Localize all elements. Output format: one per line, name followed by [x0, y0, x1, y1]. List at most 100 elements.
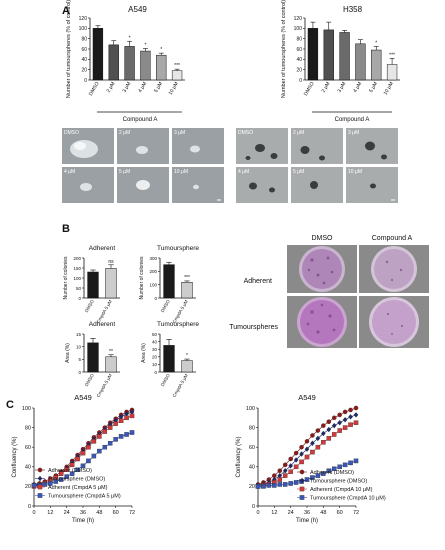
area-tumoursphere-ytick-label-5: 50: [152, 332, 158, 337]
confluency-left-series-2-point-8: [75, 456, 80, 462]
a549-bar-ytick-label-0: 0: [84, 78, 87, 84]
confluency-left-title: A549: [74, 393, 92, 402]
confluency-right-series-1: [255, 412, 359, 489]
confluency-right-legend-label-2: Adherent (CmpdA 10 μM): [310, 487, 373, 493]
confluency-left-series-3-point-17: [124, 432, 129, 437]
confluency-left-legend: Adherent (DMSO) Tumoursphere (DMSO) Adhere…: [35, 467, 121, 500]
h358-bar-bar-2: [339, 32, 350, 81]
confluency-left-ytick-label-5: 100: [22, 406, 31, 412]
area-tumoursphere-sig-1: *: [186, 353, 188, 359]
confluency-right-xtick-label-4: 48: [320, 510, 326, 516]
colonies-tumoursphere-sig-1: ***: [184, 275, 190, 281]
confluency-left-series-2-point-9: [80, 450, 86, 456]
colonies-adherent-ytick-label-2: 100: [73, 276, 81, 281]
a549-bar-bar-3: [140, 50, 151, 81]
confluency-right-series-3-point-5: [282, 482, 288, 487]
panel-label-c: C: [6, 399, 14, 411]
confluency-right-series-1-point-9: [304, 446, 310, 452]
confluency-left-ytick-label-0: 0: [28, 504, 31, 510]
confluency-left-series-3-point-16: [118, 434, 124, 439]
confluency-left-xtick-label-0: 0: [32, 510, 35, 516]
h358-bar-sig-4: *: [375, 40, 377, 46]
confluency-left-series-2-point-12: [97, 434, 102, 439]
confluency-right-legend: Adherent (DMSO) Tumoursphere (DMSO) Adhere…: [297, 469, 386, 502]
h358-bar-bar-3: [355, 43, 366, 81]
confluency-left-ytick-label-3: 60: [25, 445, 31, 451]
confluency-left-ytick-label-2: 40: [25, 465, 31, 471]
confluency-left-series-0: [31, 407, 135, 487]
h358-bar-bar-1: [323, 29, 334, 81]
confluency-left-series-3-point-14: [107, 441, 113, 446]
area-tumoursphere-bar-0: [163, 345, 175, 373]
a549-compound-label: Compound A: [123, 117, 158, 123]
a549-bar-category-5: 10 μM: [168, 81, 180, 96]
confluency-right-series-0-point-12: [321, 423, 326, 428]
confluency-left-series-2-point-7: [69, 462, 75, 468]
confluency-left-series-3-point-18: [129, 430, 135, 435]
confluency-left-xtick-label-5: 60: [113, 510, 119, 516]
a549-tumoursphere-bar-chart: A549 0 20 40 60 80 100 120 Number of tumourspher…: [66, 0, 185, 98]
confluency-right-series-2-point-18: [353, 420, 359, 425]
confluency-right-series-1-point-17: [348, 414, 353, 420]
stain-col-dmso: DMSO: [312, 235, 334, 242]
area-tumoursphere-title: Tumoursphere: [157, 321, 199, 328]
confluency-right-series-0-point-11: [315, 428, 321, 433]
confluency-right-series-3-point-13: [326, 468, 332, 473]
confluency-right-xtick-label-3: 36: [304, 510, 310, 516]
h358-bar-category-3: 4 μM: [352, 81, 363, 94]
colonies-adherent-bar-1: [105, 268, 117, 299]
confluency-right-series-0-point-17: [348, 407, 353, 413]
h358-bar-title: H358: [343, 5, 363, 14]
h358-bar-bar-4: [371, 49, 382, 81]
confluency-right-series-1-point-15: [337, 419, 342, 426]
confluency-right-series-3-point-2: [266, 483, 272, 488]
confluency-right-series-3: [255, 458, 359, 489]
h358-bar-ytick-label-3: 60: [296, 47, 302, 53]
stain-row-adherent: Adherent: [244, 278, 272, 285]
confluency-right-series-2-point-5: [282, 473, 288, 478]
h358-bar-category-5: 10 μM: [383, 81, 395, 96]
confluency-right-xtick-label-0: 0: [256, 510, 259, 516]
a549-micrograph-label-2um: 2 μM: [119, 130, 130, 136]
confluency-right-series-3-point-11: [315, 473, 321, 478]
confluency-right-series-2-point-16: [342, 425, 348, 430]
confluency-right-series-1-point-5: [282, 467, 288, 474]
h358-bar-ytick-label-6: 120: [294, 16, 303, 22]
confluency-left-legend-label-2: Adherent (CmpdA 5 μM): [48, 485, 108, 491]
confluency-left-series-3-point-4: [53, 479, 59, 484]
confluency-right-legend-label-1: Tumoursphere (DMSO): [310, 479, 367, 485]
confluency-left-series-3-point-3: [48, 481, 53, 486]
colonies-tumoursphere-category-0: DMSO: [160, 299, 171, 314]
confluency-right-series-1-point-12: [321, 430, 326, 437]
confluency-left-series-2-point-10: [86, 444, 91, 450]
a549-bar-bar-2: [124, 46, 135, 81]
confluency-right-series-2-point-15: [337, 428, 342, 433]
a549-bar-ytick-label-5: 100: [79, 26, 88, 32]
confluency-right-series-0-point-5: [282, 462, 288, 468]
a549-bar-ytick-label-2: 40: [81, 57, 87, 63]
confluency-right-xlabel: Time (h): [296, 518, 318, 524]
area-adherent-ylabel: Area (%): [65, 343, 71, 363]
h358-bar-sig-5: ***: [389, 52, 395, 58]
confluency-right-xtick-label-2: 24: [288, 510, 294, 516]
confluency-right-series-3-point-17: [348, 460, 353, 466]
confluency-left-series-3-point-0: [31, 483, 37, 488]
area-adherent-category-0: DMSO: [84, 373, 95, 388]
colonies-tumoursphere-ytick-label-2: 200: [149, 269, 157, 274]
colonies-adherent-ylabel: Number of colonies: [63, 256, 69, 300]
confluency-right-series-1-point-16: [342, 417, 348, 423]
area-tumoursphere-ylabel: Area (%): [141, 343, 147, 363]
h358-bar-ylabel: Number of tumourspheres (% of control): [281, 0, 287, 98]
panel-label-a: A: [62, 5, 70, 17]
confluency-left-xtick-label-2: 24: [64, 510, 70, 516]
confluency-left-series-3-point-13: [102, 444, 108, 450]
confluency-right-series-3-point-1: [261, 484, 266, 489]
h358-bar-category-0: DMSO: [303, 81, 316, 97]
confluency-left-xtick-label-6: 72: [129, 510, 135, 516]
a549-micrograph-label-dmso: DMSO: [64, 130, 79, 136]
area-adherent-ytick-label-0: 0: [78, 370, 81, 375]
area-adherent-category-1: CmpdA 5 μM: [95, 373, 113, 398]
confluency-right-series-2-point-7: [293, 464, 299, 470]
area-adherent-ytick-label-3: 15: [76, 332, 82, 337]
confluency-right-series-0-point-16: [342, 409, 348, 415]
